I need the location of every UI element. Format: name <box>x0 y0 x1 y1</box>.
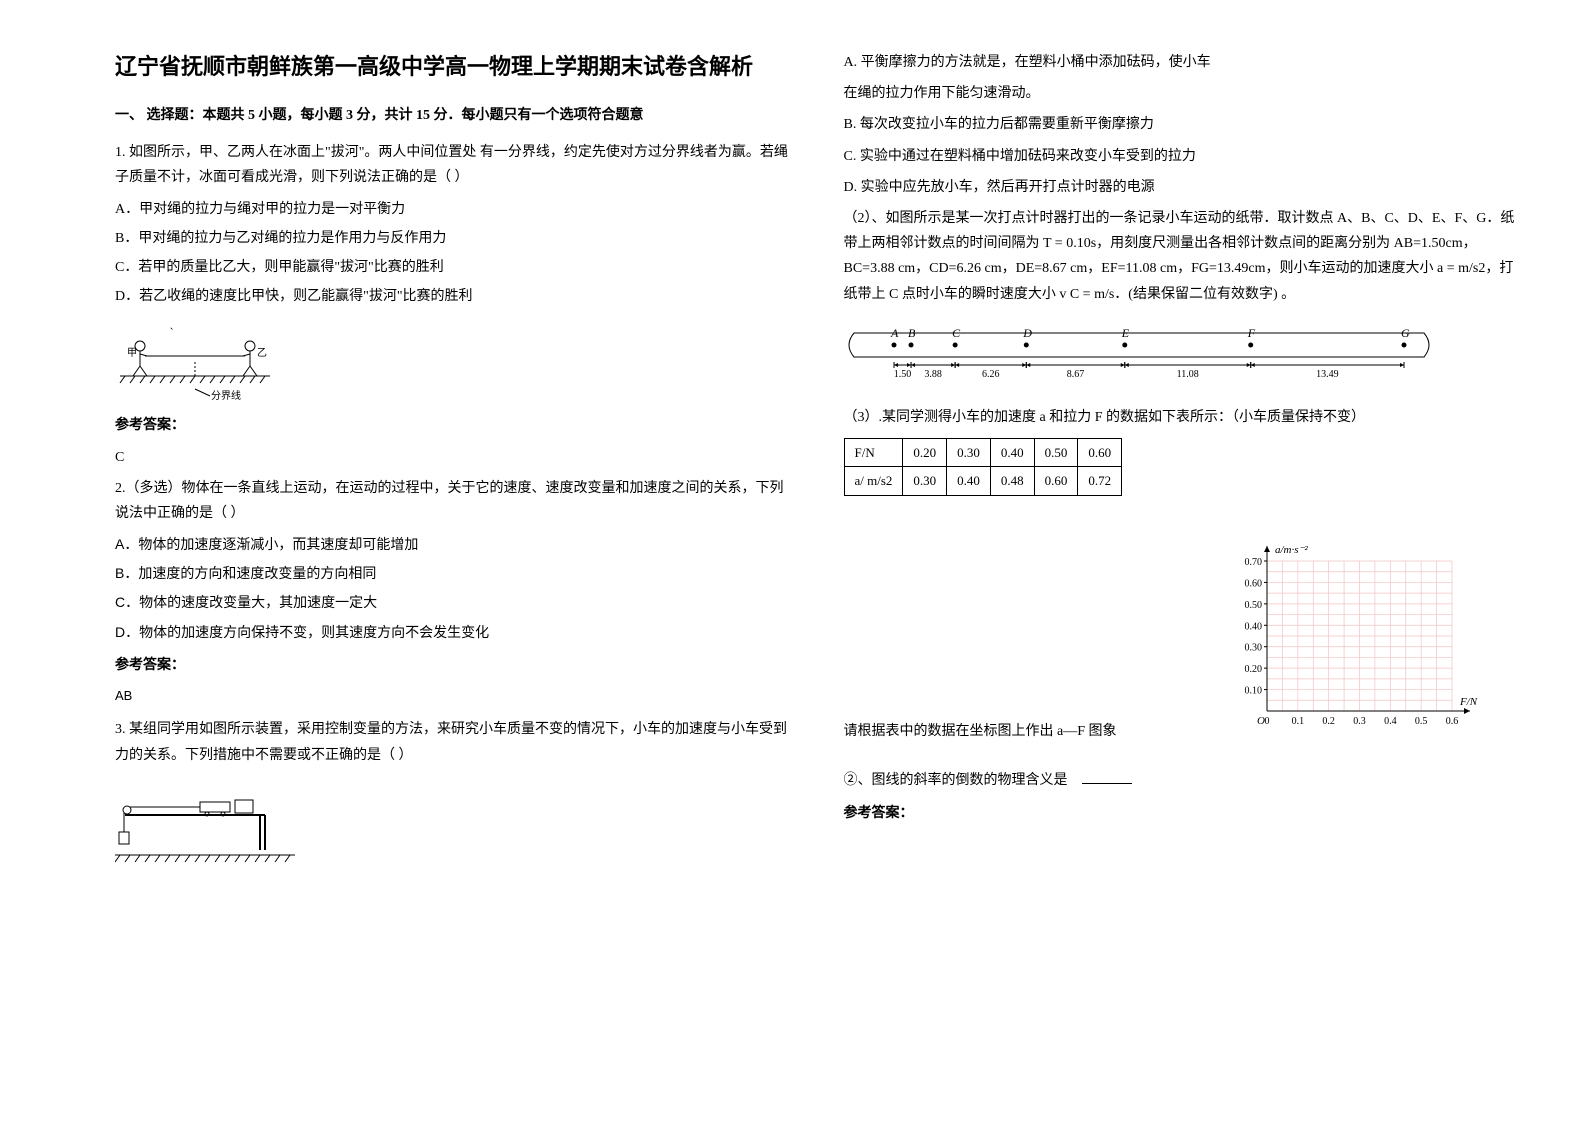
q1-answer-label: 参考答案： <box>115 413 794 438</box>
q3-opt-d: D. 实验中应先放小车，然后再开打点计时器的电源 <box>844 175 1523 200</box>
q2-opt-b: B．加速度的方向和速度改变量的方向相同 <box>115 561 794 586</box>
section-1-header: 一、 选择题：本题共 5 小题，每小题 3 分，共计 15 分．每小题只有一个选… <box>115 103 794 128</box>
table-cell: 0.50 <box>1034 438 1078 466</box>
svg-text:0.2: 0.2 <box>1322 716 1335 727</box>
svg-text:6.26: 6.26 <box>981 369 999 380</box>
table-cell: F/N <box>844 438 903 466</box>
q3-text: 3. 某组同学用如图所示装置，采用控制变量的方法，来研究小车质量不变的情况下，小… <box>115 717 794 767</box>
table-row: F/N 0.20 0.30 0.40 0.50 0.60 <box>844 438 1122 466</box>
svg-text:、: 、 <box>170 322 178 331</box>
svg-text:B: B <box>908 326 916 340</box>
q3-opt-c: C. 实验中通过在塑料桶中增加砝码来改变小车受到的拉力 <box>844 144 1523 169</box>
svg-text:0.40: 0.40 <box>1245 621 1263 632</box>
svg-text:甲: 甲 <box>127 348 137 359</box>
q2-text: 2.（多选）物体在一条直线上运动，在运动的过程中，关于它的速度、速度改变量和加速… <box>115 476 794 526</box>
q3-part3: （3）.某同学测得小车的加速度 a 和拉力 F 的数据如下表所示：（小车质量保持… <box>844 405 1523 430</box>
q3-answer-label: 参考答案： <box>844 801 1523 826</box>
svg-text:13.49: 13.49 <box>1316 369 1339 380</box>
q1-opt-c: C．若甲的质量比乙大，则甲能赢得"拔河"比赛的胜利 <box>115 255 794 280</box>
svg-text:E: E <box>1120 326 1129 340</box>
svg-text:0.10: 0.10 <box>1245 685 1263 696</box>
q1-opt-a: A．甲对绳的拉力与绳对甲的拉力是一对平衡力 <box>115 197 794 222</box>
svg-text:A: A <box>890 326 899 340</box>
table-cell: 0.60 <box>1034 467 1078 495</box>
q3-opt-a-line2: 在绳的拉力作用下能匀速滑动。 <box>844 81 1523 106</box>
svg-text:11.08: 11.08 <box>1176 369 1198 380</box>
q2-opt-c: C．物体的速度改变量大，其加速度一定大 <box>115 590 794 615</box>
q2-opt-d: D．物体的加速度方向保持不变，则其速度方向不会发生变化 <box>115 620 794 645</box>
svg-text:F/N: F/N <box>1459 696 1478 708</box>
svg-text:3.88: 3.88 <box>924 369 942 380</box>
svg-text:0.3: 0.3 <box>1353 716 1366 727</box>
q3-opt-b: B. 每次改变拉小车的拉力后都需要重新平衡摩擦力 <box>844 112 1523 137</box>
svg-text:0.30: 0.30 <box>1245 642 1263 653</box>
svg-text:0.1: 0.1 <box>1292 716 1305 727</box>
svg-text:1.50: 1.50 <box>893 369 911 380</box>
svg-text:0.50: 0.50 <box>1245 600 1263 611</box>
table-cell: 0.40 <box>947 467 991 495</box>
svg-text:0.70: 0.70 <box>1245 557 1263 568</box>
table-cell: 0.48 <box>990 467 1034 495</box>
svg-text:G: G <box>1401 326 1410 340</box>
svg-text:F: F <box>1246 326 1255 340</box>
svg-text:0.4: 0.4 <box>1384 716 1397 727</box>
svg-text:C: C <box>952 326 961 340</box>
table-cell: a/ m/s2 <box>844 467 903 495</box>
grid-chart: 0.10 0.20 0.30 0.40 0.50 0.60 0.70 0 0.1 0.2 0.3 0.… <box>1117 541 1523 750</box>
table-cell: 0.30 <box>947 438 991 466</box>
svg-text:乙: 乙 <box>257 347 267 359</box>
svg-text:0.20: 0.20 <box>1245 664 1263 675</box>
q3-apparatus-figure <box>115 780 794 870</box>
svg-text:0.60: 0.60 <box>1245 578 1263 589</box>
svg-text:8.67: 8.67 <box>1066 369 1084 380</box>
table-cell: 0.72 <box>1078 467 1122 495</box>
svg-text:0.5: 0.5 <box>1415 716 1428 727</box>
q1-opt-b: B．甲对绳的拉力与乙对绳的拉力是作用力与反作用力 <box>115 226 794 251</box>
page-title: 辽宁省抚顺市朝鲜族第一高级中学高一物理上学期期末试卷含解析 <box>115 50 794 83</box>
svg-text:0: 0 <box>1265 716 1270 727</box>
q3-opt-a-line1: A. 平衡摩擦力的方法就是，在塑料小桶中添加砝码，使小车 <box>844 50 1523 75</box>
svg-text:D: D <box>1022 326 1032 340</box>
data-table: F/N 0.20 0.30 0.40 0.50 0.60 a/ m/s2 0.3… <box>844 438 1123 496</box>
table-row: a/ m/s2 0.30 0.40 0.48 0.60 0.72 <box>844 467 1122 495</box>
q1-figure: 甲 乙 分界线 、 <box>115 321 794 401</box>
q2-answer: AB <box>115 684 794 707</box>
svg-text:0.6: 0.6 <box>1446 716 1459 727</box>
q2-answer-label: 参考答案： <box>115 653 794 678</box>
q1-text: 1. 如图所示，甲、乙两人在冰面上"拔河"。两人中间位置处 有一分界线，约定先使… <box>115 140 794 190</box>
q1-opt-d: D．若乙收绳的速度比甲快，则乙能赢得"拔河"比赛的胜利 <box>115 284 794 309</box>
q3-chart-prompt: 请根据表中的数据在坐标图上作出 a—F 图象 <box>844 719 1117 744</box>
table-cell: 0.40 <box>990 438 1034 466</box>
q2-opt-a: A．物体的加速度逐渐减小，而其速度却可能增加 <box>115 532 794 557</box>
q1-fig-label: 分界线 <box>211 389 241 401</box>
svg-text:a/m·s⁻²: a/m·s⁻² <box>1275 544 1308 556</box>
q3-part5: ②、图线的斜率的倒数的物理含义是 <box>844 768 1523 793</box>
blank-line <box>1082 770 1132 784</box>
q3-part2: （2）、如图所示是某一次打点计时器打出的一条记录小车运动的纸带．取计数点 A、B… <box>844 206 1523 307</box>
table-cell: 0.60 <box>1078 438 1122 466</box>
tape-figure: AB C D E F G 1.50 3.88 6.26 8.67 11.08 13.49 <box>844 325 1523 385</box>
table-cell: 0.30 <box>903 467 947 495</box>
svg-text:O: O <box>1257 715 1265 727</box>
table-cell: 0.20 <box>903 438 947 466</box>
q1-answer: C <box>115 445 794 470</box>
